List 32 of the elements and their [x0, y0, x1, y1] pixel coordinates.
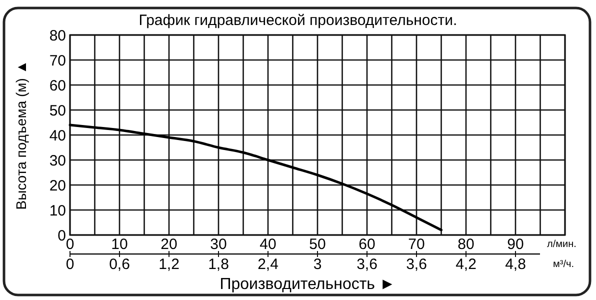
y-axis-title: Высота подъема (м) ▲: [13, 60, 29, 210]
text: 1,2: [158, 256, 180, 273]
text: 3,6: [406, 256, 427, 273]
x-tick-label: 40: [260, 236, 276, 253]
y-tick-label: 80: [49, 27, 66, 44]
y-tick-label: 70: [49, 52, 66, 70]
x-tick-label: 60: [358, 236, 376, 253]
x-tick-label: 30: [210, 236, 227, 253]
text: 1,8: [208, 256, 229, 273]
text: 3,6: [356, 256, 378, 273]
y-tick-label: 30: [49, 152, 66, 170]
chart-title: График гидравлической производительности.: [138, 12, 458, 29]
y-tick-label: 10: [49, 202, 66, 220]
x-tick-label: 80: [458, 236, 474, 253]
y-tick-label: 60: [49, 77, 66, 94]
text: 4,8: [505, 256, 526, 273]
line-series: [68, 124, 442, 232]
y-tick-label: 50: [49, 102, 66, 120]
x-tick-label: 20: [160, 236, 178, 253]
text: 3: [313, 256, 322, 273]
x-axis-title: Производительность ►: [220, 276, 396, 293]
text: л/мин.: [547, 239, 576, 250]
text: м³/ч.: [553, 259, 574, 270]
text: 4,2: [456, 256, 476, 273]
y-tick-label: 40: [49, 127, 66, 144]
y-tick-label: 20: [49, 177, 66, 194]
x-tick-label: 70: [408, 236, 425, 253]
x-tick-label: 10: [111, 236, 128, 253]
x-tick-label: 90: [507, 236, 524, 253]
text: 0,6: [109, 256, 130, 273]
x-tick-label: 50: [309, 236, 326, 253]
text: 2,4: [258, 256, 278, 273]
